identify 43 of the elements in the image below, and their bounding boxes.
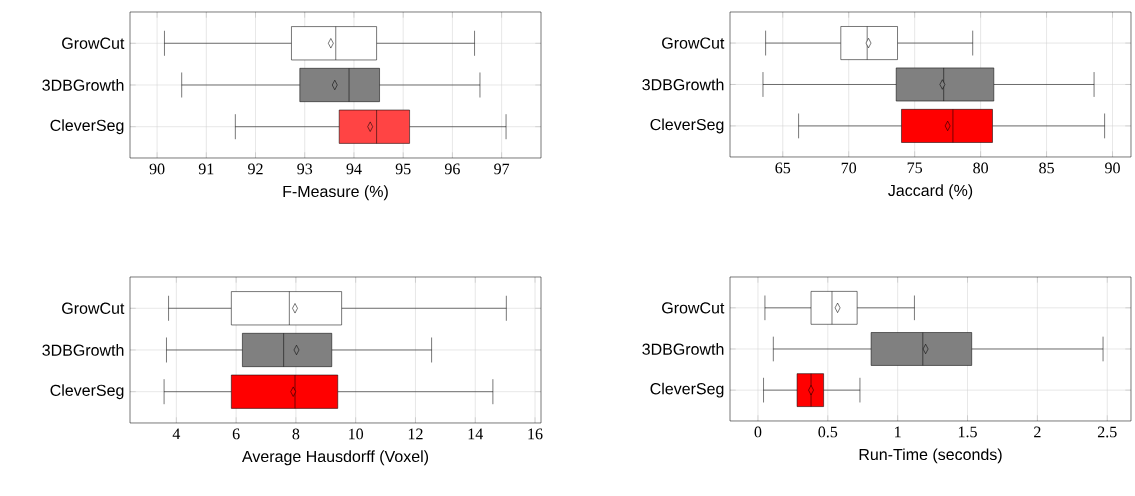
x-axis-title: F-Measure (%) xyxy=(283,185,388,201)
x-tick-label: 92 xyxy=(248,163,263,175)
x-tick-label: 85 xyxy=(1039,162,1054,174)
y-tick-label: CleverSeg xyxy=(650,118,724,134)
x-tick-label: 16 xyxy=(528,428,543,440)
x-axis-title: Run-Time (seconds) xyxy=(859,448,1002,464)
y-tick-label: GrowCut xyxy=(62,302,125,314)
x-axis-title: Average Hausdorff (Voxel) xyxy=(242,450,429,466)
y-tick-label: CleverSeg xyxy=(50,384,124,400)
x-tick-label: 6 xyxy=(232,428,240,440)
x-tick-label: 97 xyxy=(494,163,510,175)
x-axis-title: Jaccard (%) xyxy=(888,184,973,200)
x-tick-label: 90 xyxy=(149,163,165,175)
x-tick-label: 2 xyxy=(1034,426,1041,438)
y-tick-label: 3DBGrowth xyxy=(42,79,124,91)
x-tick-label: 2.5 xyxy=(1097,426,1117,438)
x-tick-label: 65 xyxy=(775,162,791,174)
x-tick-label: 95 xyxy=(395,163,411,175)
x-tick-label: 12 xyxy=(408,428,423,440)
y-tick-label: CleverSeg xyxy=(650,382,724,398)
x-tick-label: 75 xyxy=(907,162,923,174)
y-tick-label: GrowCut xyxy=(662,302,725,314)
x-tick-label: 8 xyxy=(292,428,300,440)
y-tick-label: GrowCut xyxy=(662,37,725,49)
y-tick-label: CleverSeg xyxy=(50,119,124,135)
x-tick-label: 1 xyxy=(895,426,901,438)
x-tick-label: 90 xyxy=(1105,162,1120,174)
y-tick-label: GrowCut xyxy=(62,37,125,49)
x-tick-label: 4 xyxy=(172,428,181,440)
y-tick-label: 3DBGrowth xyxy=(642,343,724,355)
x-tick-label: 93 xyxy=(297,163,313,175)
x-tick-label: 91 xyxy=(198,163,214,175)
x-tick-label: 10 xyxy=(349,428,364,440)
x-tick-label: 0.5 xyxy=(818,426,838,438)
x-tick-label: 1.5 xyxy=(958,426,977,438)
x-tick-label: 0 xyxy=(754,426,762,438)
y-tick-label: 3DBGrowth xyxy=(642,78,724,91)
x-tick-label: 94 xyxy=(346,163,362,175)
x-tick-label: 96 xyxy=(444,163,460,175)
x-tick-label: 80 xyxy=(973,162,989,174)
x-tick-label: 14 xyxy=(468,428,484,440)
y-tick-label: 3DBGrowth xyxy=(42,344,124,356)
x-tick-label: 70 xyxy=(841,162,857,174)
